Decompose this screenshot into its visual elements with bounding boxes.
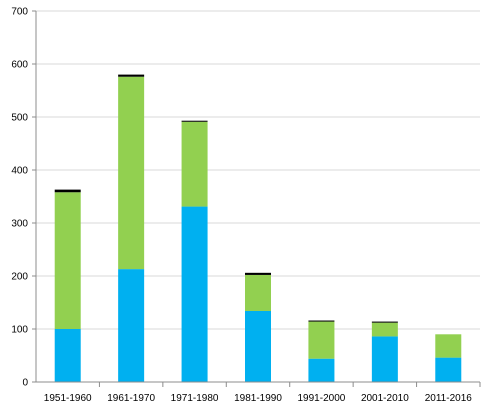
y-tick-label: 300 [11,219,28,230]
y-tick-label: 0 [22,378,28,389]
x-tick-label: 1981-1990 [234,393,282,404]
x-tick-label: 1951-1960 [44,393,92,404]
y-tick-label: 500 [11,113,28,124]
bar-segment-2 [435,334,462,358]
bar-segment-1 [118,269,145,382]
y-tick-label: 600 [11,60,28,71]
y-tick-label: 400 [11,166,28,177]
bar-segment-2 [245,274,271,311]
bar-segment-3 [118,74,145,77]
x-tick-label: 1961-1970 [107,393,155,404]
bar-segment-3 [371,321,398,323]
bars [54,74,462,382]
bar-segment-3 [181,120,208,122]
bar-segment-3 [308,320,335,322]
bar-segment-3 [54,189,81,193]
bar-segment-2 [371,322,398,337]
bar-segment-3 [245,272,271,275]
bar-segment-2 [308,321,335,359]
y-tick-label: 100 [11,325,28,336]
bar-segment-2 [118,76,145,270]
bar-segment-2 [54,192,81,329]
x-tick-label: 2001-2010 [361,393,409,404]
axes [35,11,480,383]
y-tick-label: 700 [11,7,28,18]
x-tick-label: 2011-2016 [425,393,473,404]
y-tick-label: 200 [11,272,28,283]
x-tick-label: 1991-2000 [298,393,346,404]
bar-segment-1 [245,310,271,382]
bar-segment-1 [435,357,462,382]
bar-segment-1 [308,358,335,382]
bar-segment-1 [54,329,81,382]
gridlines [32,10,481,387]
x-tick-labels: 1951-1960 1961-1970 1971-1980 1981-1990 … [44,393,472,404]
bar-segment-1 [371,336,398,382]
bar-segment-2 [181,121,208,207]
x-tick-label: 1971-1980 [171,393,219,404]
bar-segment-1 [181,206,208,382]
y-tick-labels: 0 100 200 300 400 500 600 700 [11,7,28,389]
